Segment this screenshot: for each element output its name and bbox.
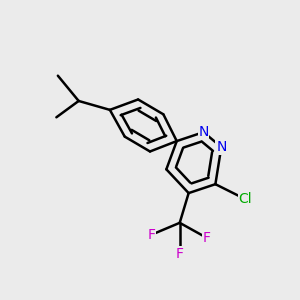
Text: F: F (202, 231, 211, 245)
Text: N: N (216, 140, 226, 154)
Text: F: F (148, 228, 155, 242)
Text: N: N (198, 125, 209, 139)
Text: Cl: Cl (238, 192, 252, 206)
Text: F: F (176, 247, 184, 261)
